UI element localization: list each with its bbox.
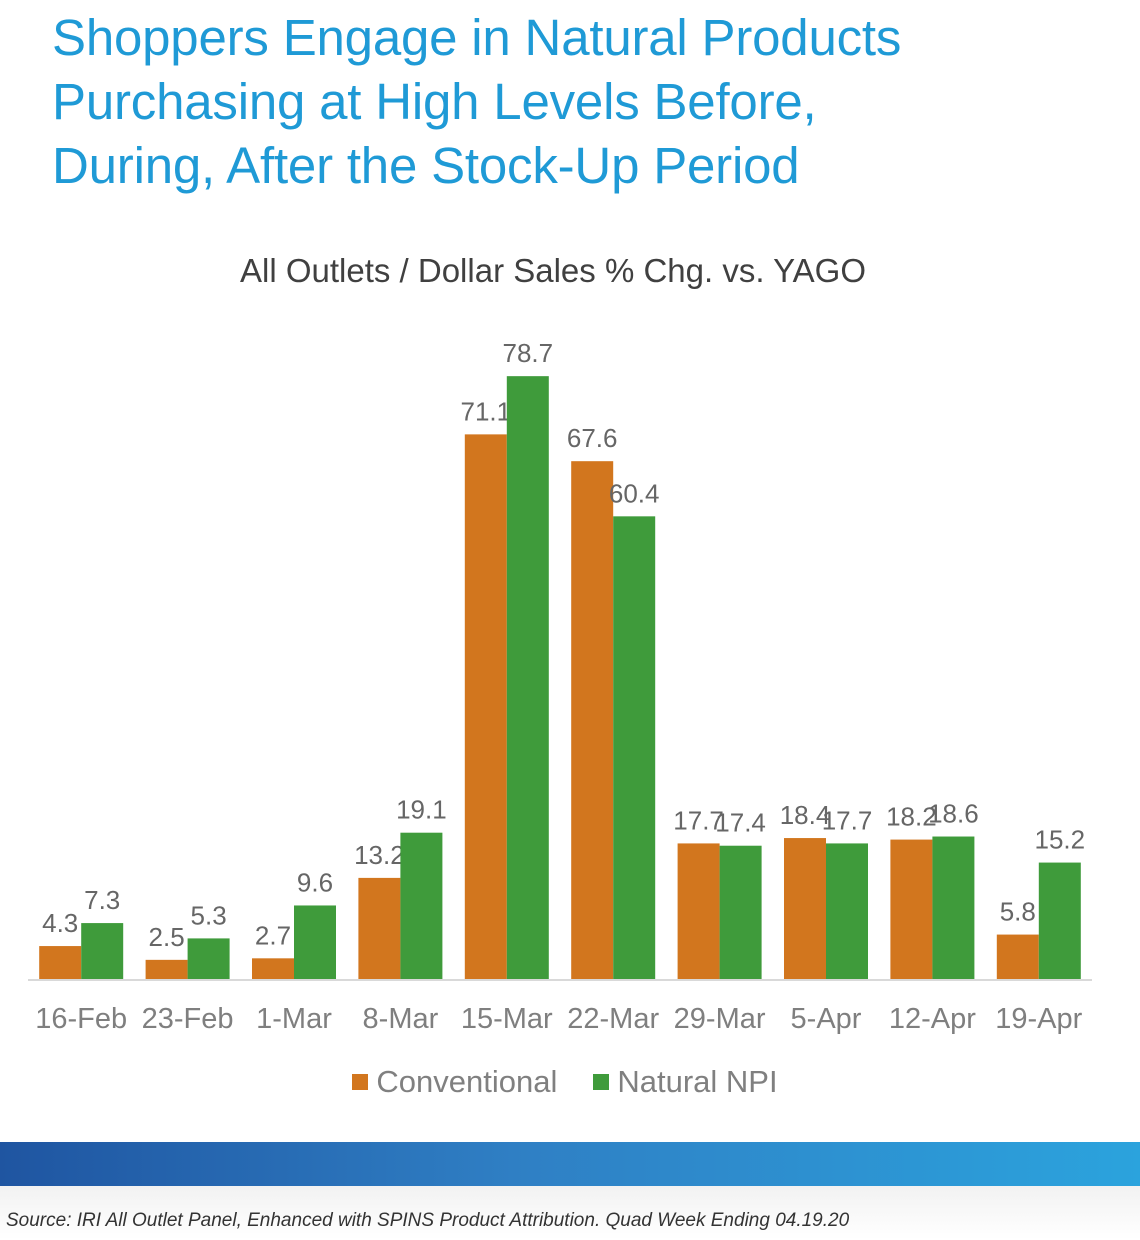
bar-conventional-23-Feb: [145, 959, 188, 979]
bar-natural-15-Mar: [506, 376, 549, 980]
data-label-conventional-8-Mar: 13.2: [354, 840, 405, 870]
data-label-natural-5-Apr: 17.7: [822, 805, 873, 835]
data-label-conventional-5-Apr: 18.4: [780, 800, 831, 830]
data-label-natural-15-Mar: 78.7: [502, 338, 553, 368]
data-label-conventional-1-Mar: 2.7: [255, 920, 291, 950]
legend-label-natural: Natural NPI: [617, 1064, 778, 1099]
data-label-conventional-16-Feb: 4.3: [42, 908, 78, 938]
bar-natural-12-Apr: [932, 836, 975, 979]
bar-natural-19-Apr: [1038, 862, 1081, 979]
legend-item-conventional: Conventional: [352, 1064, 557, 1100]
source-note: Source: IRI All Outlet Panel, Enhanced w…: [6, 1210, 850, 1231]
bar-conventional-5-Apr: [784, 838, 826, 979]
bar-natural-5-Apr: [826, 843, 868, 979]
legend-item-natural: Natural NPI: [593, 1064, 778, 1100]
bar-conventional-12-Apr: [890, 839, 933, 979]
x-tick-label-8-Mar: 8-Mar: [363, 1003, 439, 1035]
data-label-conventional-23-Feb: 2.5: [149, 922, 185, 952]
x-tick-label-22-Mar: 22-Mar: [567, 1003, 659, 1035]
title-line-3: During, After the Stock-Up Period: [52, 137, 800, 194]
legend-swatch-natural: [593, 1074, 610, 1090]
bar-conventional-1-Mar: [252, 958, 294, 979]
bar-natural-1-Mar: [294, 905, 336, 979]
x-tick-label-29-Mar: 29-Mar: [674, 1003, 766, 1035]
bar-natural-16-Feb: [81, 923, 124, 979]
page-title: Shoppers Engage in Natural Products Purc…: [52, 6, 1102, 198]
data-label-natural-23-Feb: 5.3: [191, 900, 227, 930]
bar-chart: 4.37.3 16-Feb 2.55.3 23-Feb 2.79.6 1-Mar 13.2 1…: [28, 338, 1092, 1035]
footer-band: [0, 1142, 1140, 1186]
chart-title: All Outlets / Dollar Sales % Chg. vs. YA…: [239, 252, 866, 289]
data-label-natural-12-Apr: 18.6: [928, 799, 979, 829]
x-tick-label-15-Mar: 15-Mar: [461, 1003, 553, 1035]
bar-natural-22-Mar: [613, 516, 656, 979]
legend-label-conventional: Conventional: [376, 1064, 558, 1099]
title-line-2: Purchasing at High Levels Before,: [52, 73, 817, 130]
bar-conventional-22-Mar: [571, 461, 614, 980]
bar-conventional-15-Mar: [464, 434, 507, 979]
chart-legend: Conventional Natural NPI: [0, 1064, 1130, 1100]
footer-background: [0, 1186, 1140, 1240]
bar-conventional-16-Feb: [39, 946, 82, 979]
data-label-natural-8-Mar: 19.1: [396, 795, 447, 825]
data-label-conventional-19-Apr: 5.8: [1000, 897, 1036, 927]
data-label-conventional-29-Mar: 17.7: [673, 805, 724, 835]
x-tick-label-19-Apr: 19-Apr: [995, 1003, 1082, 1035]
bar-conventional-29-Mar: [677, 843, 720, 979]
bar-natural-23-Feb: [187, 938, 230, 979]
x-tick-label-12-Apr: 12-Apr: [889, 1003, 976, 1035]
title-line-1: Shoppers Engage in Natural Products: [52, 9, 902, 66]
x-tick-label-16-Feb: 16-Feb: [35, 1003, 127, 1035]
data-label-natural-29-Mar: 17.4: [715, 808, 766, 838]
data-label-conventional-22-Mar: 67.6: [567, 423, 618, 453]
legend-swatch-conventional: [352, 1074, 369, 1090]
x-tick-label-5-Apr: 5-Apr: [791, 1003, 862, 1035]
data-label-natural-22-Mar: 60.4: [609, 478, 660, 508]
bar-conventional-19-Apr: [996, 934, 1039, 979]
data-label-natural-19-Apr: 15.2: [1034, 825, 1085, 855]
data-label-natural-1-Mar: 9.6: [297, 867, 333, 897]
x-tick-label-1-Mar: 1-Mar: [256, 1003, 332, 1035]
data-label-conventional-12-Apr: 18.2: [886, 802, 937, 832]
bar-natural-8-Mar: [400, 832, 443, 979]
data-label-conventional-15-Mar: 71.1: [460, 396, 511, 426]
bar-conventional-8-Mar: [358, 877, 401, 979]
data-label-natural-16-Feb: 7.3: [84, 885, 120, 915]
x-tick-label-23-Feb: 23-Feb: [142, 1003, 234, 1035]
bar-natural-29-Mar: [719, 845, 762, 979]
